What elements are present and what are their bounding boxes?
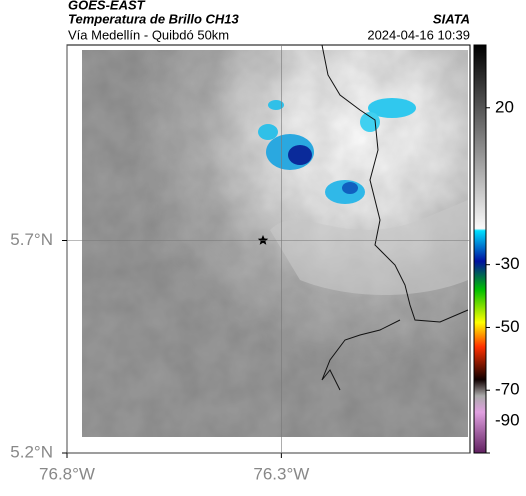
- colorbar-tick-label: -30: [495, 254, 520, 273]
- y-tick-label: 5.2°N: [10, 442, 53, 461]
- satellite-image: [82, 50, 468, 437]
- colorbar: [473, 44, 487, 454]
- location-marker: [257, 235, 269, 245]
- colorbar-tick-label: -50: [495, 317, 520, 336]
- x-tick-label: 76.3°W: [253, 464, 309, 483]
- datetime: 2024-04-16 10:39: [367, 27, 470, 42]
- colorbar-tick-label: -70: [495, 380, 520, 399]
- border-line: [321, 44, 469, 391]
- colorbar-tick-label: -90: [495, 410, 520, 429]
- x-tick-label: 76.8°W: [39, 464, 95, 483]
- region: Vía Medellín - Quibdó 50km: [68, 27, 229, 42]
- source: SIATA: [433, 11, 470, 26]
- colorbar-tick-label: 20: [495, 97, 514, 116]
- product: Temperatura de Brillo CH13: [68, 11, 240, 26]
- satellite: GOES-EAST: [68, 0, 146, 12]
- y-tick-label: 5.7°N: [10, 230, 53, 249]
